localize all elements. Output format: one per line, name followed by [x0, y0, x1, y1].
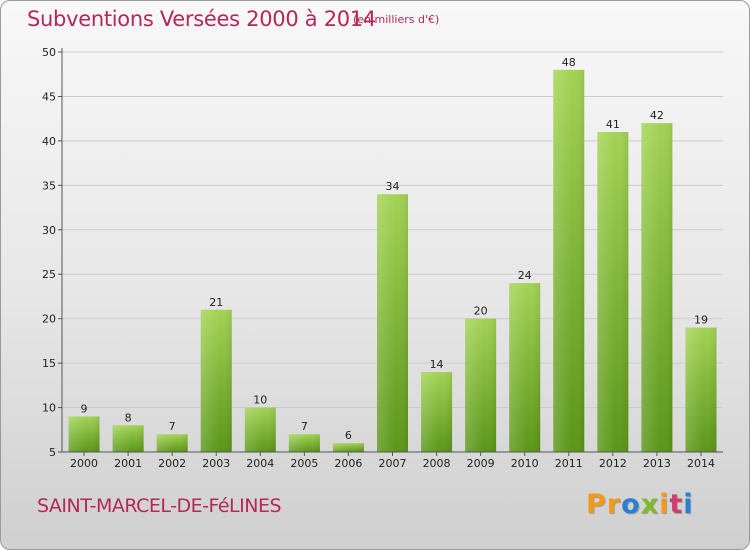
- data-label: 6: [345, 429, 352, 442]
- data-label: 10: [253, 394, 267, 407]
- logo-letter: t: [669, 489, 684, 520]
- bar-highlight: [68, 416, 100, 452]
- x-tick-label: 2012: [599, 457, 627, 470]
- x-tick-label: 2003: [202, 457, 230, 470]
- data-label: 9: [81, 402, 88, 415]
- chart-subtitle: (en milliers d'€): [353, 13, 440, 26]
- bar-highlight: [553, 69, 585, 453]
- y-tick-label: 50: [42, 46, 56, 59]
- proxiti-logo: Proxiti: [586, 489, 694, 520]
- x-tick-label: 2010: [511, 457, 539, 470]
- data-label: 14: [430, 358, 444, 371]
- y-tick-label: 10: [42, 402, 56, 415]
- data-label: 48: [562, 56, 576, 69]
- bar-highlight: [421, 372, 453, 452]
- bar-highlight: [244, 407, 276, 452]
- y-tick-label: 5: [49, 446, 56, 459]
- bar-highlight: [112, 425, 144, 452]
- bar-highlight: [377, 194, 408, 452]
- data-label: 8: [125, 411, 132, 424]
- x-tick-label: 2001: [114, 457, 142, 470]
- data-label: 7: [169, 420, 176, 433]
- bar-highlight: [288, 434, 320, 452]
- x-tick-label: 2000: [70, 457, 98, 470]
- bar-highlight: [641, 123, 673, 452]
- logo-letter: i: [683, 489, 694, 520]
- bar-highlight: [685, 327, 717, 452]
- data-label: 24: [518, 269, 532, 282]
- logo-letter: r: [606, 489, 622, 520]
- data-label: 20: [474, 305, 488, 318]
- bar-highlight: [200, 309, 232, 452]
- x-tick-label: 2007: [379, 457, 407, 470]
- labels: 5 10 15 20 25 30 35 40 45 50 9 2000 8 2001 7 2002 21 2003…: [42, 46, 715, 470]
- bar-highlight: [465, 318, 497, 452]
- bars: [68, 69, 717, 453]
- bar-highlight: [509, 283, 541, 452]
- x-tick-label: 2002: [158, 457, 186, 470]
- logo-letter: P: [586, 489, 607, 520]
- data-label: 41: [606, 118, 620, 131]
- commune-name: SAINT-MARCEL-DE-FéLINES: [37, 495, 282, 517]
- y-tick-label: 15: [42, 357, 56, 370]
- y-tick-label: 45: [42, 90, 56, 103]
- y-tick-label: 30: [42, 224, 56, 237]
- data-label: 21: [209, 296, 223, 309]
- bar-highlight: [156, 434, 188, 452]
- bar-highlight: [597, 132, 629, 452]
- bar-highlight: [332, 443, 364, 452]
- logo-letter: i: [659, 489, 670, 520]
- x-tick-label: 2008: [423, 457, 451, 470]
- data-label: 34: [386, 180, 400, 193]
- y-tick-label: 25: [42, 268, 56, 281]
- axes: [58, 48, 723, 456]
- x-tick-label: 2011: [555, 457, 583, 470]
- logo-letter: o: [621, 489, 641, 520]
- data-label: 19: [694, 314, 708, 327]
- y-tick-label: 20: [42, 313, 56, 326]
- data-label: 7: [301, 420, 308, 433]
- x-tick-label: 2009: [467, 457, 495, 470]
- x-tick-label: 2014: [687, 457, 715, 470]
- logo-letter: x: [640, 489, 660, 520]
- y-tick-label: 35: [42, 179, 56, 192]
- x-tick-label: 2004: [246, 457, 274, 470]
- x-tick-label: 2006: [334, 457, 362, 470]
- x-tick-label: 2005: [290, 457, 318, 470]
- chart-title: Subventions Versées 2000 à 2014: [27, 7, 376, 31]
- data-label: 42: [650, 109, 664, 122]
- y-tick-label: 40: [42, 135, 56, 148]
- x-tick-label: 2013: [643, 457, 671, 470]
